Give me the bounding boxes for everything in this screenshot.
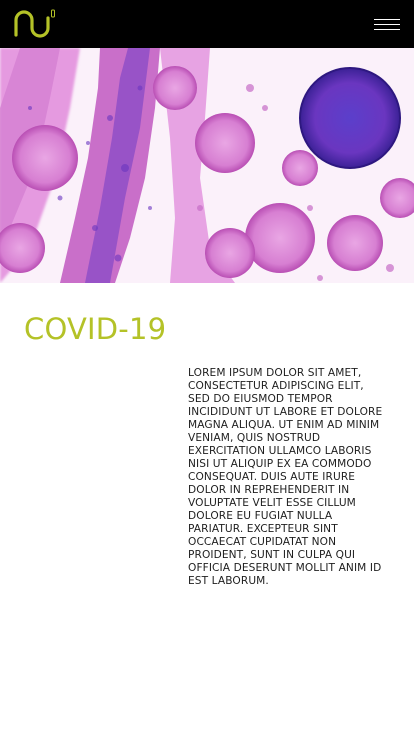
hamburger-menu-icon[interactable]: [372, 14, 402, 34]
page-title: COVID-19: [24, 312, 167, 346]
body-paragraph: LOREM IPSUM DOLOR SIT AMET, CONSECTETUR …: [188, 367, 383, 587]
virus-micrograph-image: [0, 48, 414, 283]
wave-logo-icon[interactable]: [13, 8, 57, 40]
hero-image: [0, 48, 414, 283]
top-navigation-bar: [0, 0, 414, 48]
